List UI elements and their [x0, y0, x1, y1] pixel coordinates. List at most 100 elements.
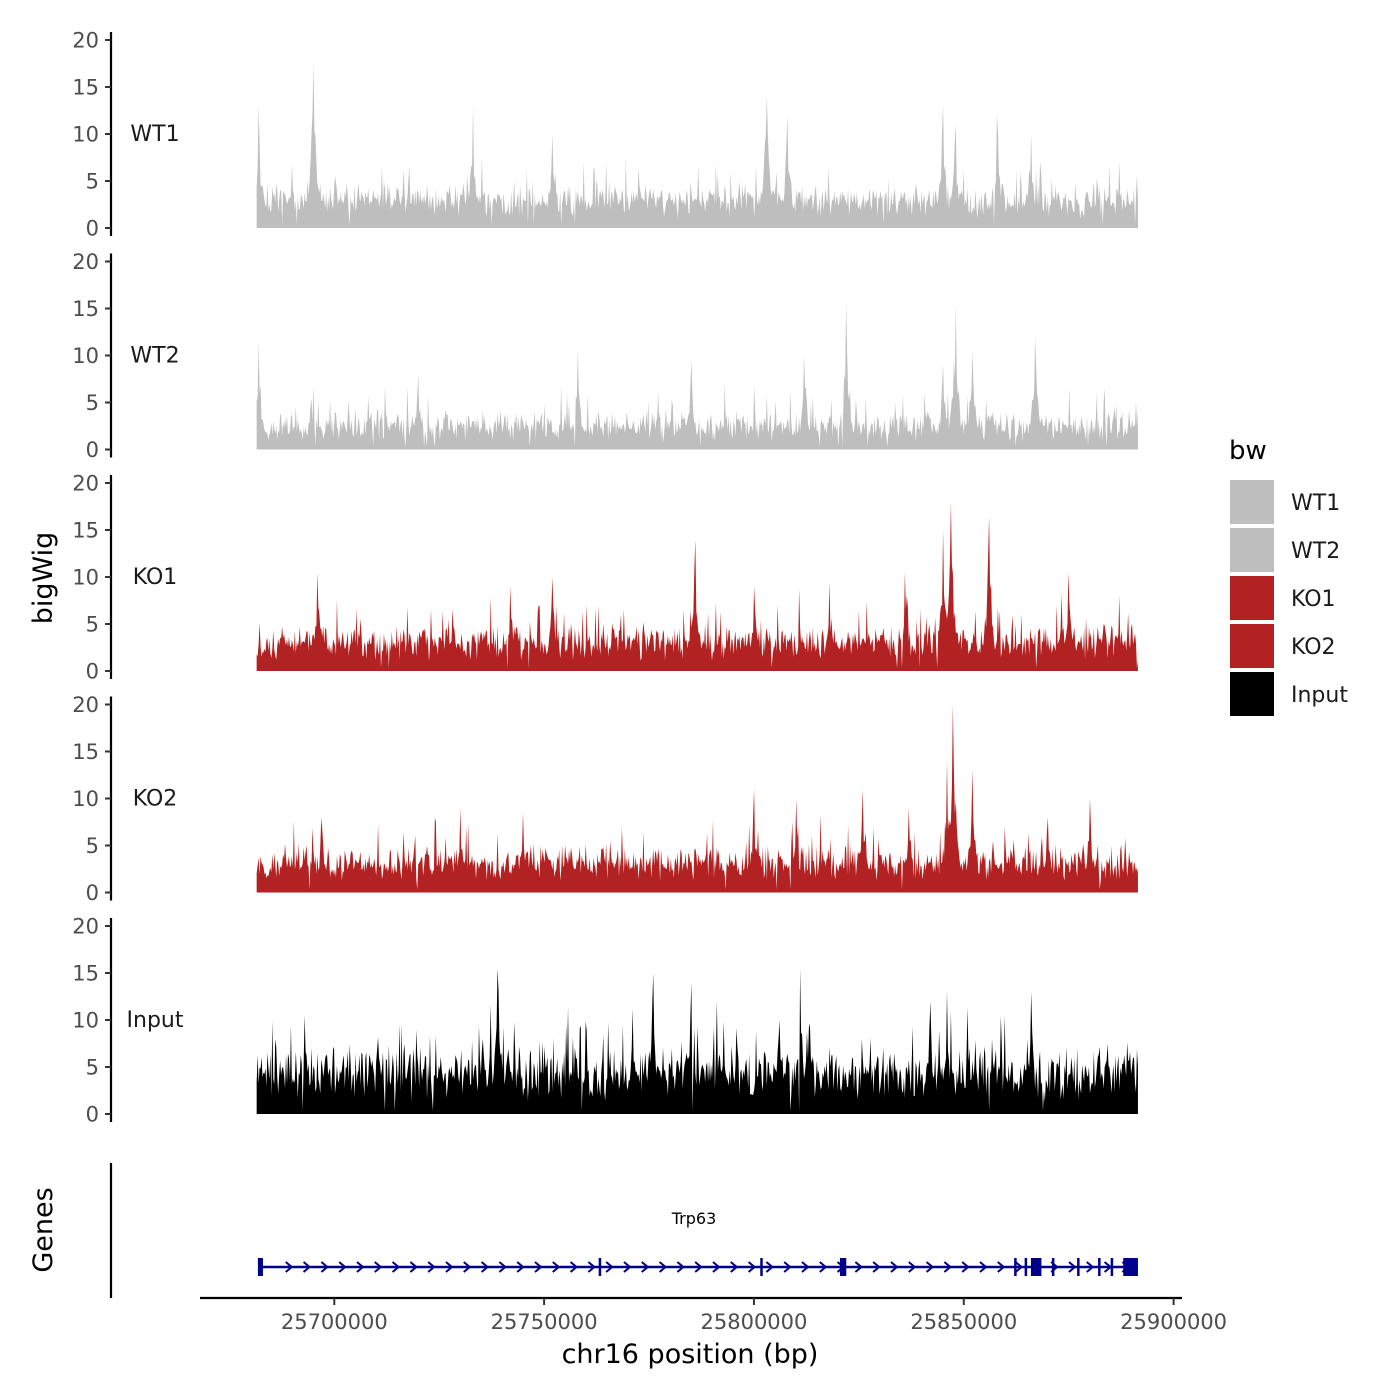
strand-arrow — [391, 1261, 401, 1273]
strand-arrow — [658, 1261, 668, 1273]
gene-panel: Genes Trp63 — [28, 1163, 1138, 1298]
y-tick-label: 5 — [86, 613, 99, 637]
strand-arrow — [890, 1261, 899, 1273]
track-wt2: 0 5 10 15 20 WT2 — [72, 250, 1138, 462]
strand-arrow — [641, 1261, 650, 1273]
x-axis: 25700000 25750000 25800000 25850000 25900000 — [200, 1296, 1227, 1334]
y-tick-label: 20 — [72, 915, 99, 939]
y-tick-label: 10 — [72, 344, 99, 368]
strand-arrow — [801, 1261, 810, 1273]
y-tick-label: 10 — [72, 566, 99, 590]
strand-arrow — [747, 1261, 757, 1273]
legend-label-wt2: WT2 — [1291, 539, 1340, 564]
strand-arrow — [943, 1261, 952, 1273]
exon — [1014, 1258, 1017, 1276]
genes-axis-title: Genes — [28, 1187, 59, 1272]
y-tick-label: 10 — [72, 1009, 99, 1033]
legend-label-ko2: KO2 — [1291, 635, 1336, 660]
strand-arrow — [676, 1261, 685, 1273]
strand-arrow — [338, 1261, 347, 1273]
x-tick-label: 25900000 — [1120, 1310, 1227, 1334]
coverage-tracks: 0 5 10 15 20 WT1 0 5 10 15 20 WT2 0 5 10 15 20 KO1 0 5 10 15 2… — [72, 29, 1138, 1127]
strand-arrow — [979, 1261, 988, 1273]
track-label-ko1: KO1 — [133, 565, 178, 590]
exon — [1098, 1258, 1101, 1276]
y-tick-label: 15 — [72, 962, 99, 986]
strand-arrow — [997, 1261, 1006, 1273]
strand-arrow — [285, 1261, 294, 1273]
exon — [1030, 1258, 1042, 1276]
exon — [760, 1258, 763, 1276]
coverage-area-wt2 — [256, 303, 1138, 450]
strand-arrow — [356, 1261, 365, 1273]
legend-label-input: Input — [1291, 683, 1348, 708]
strand-arrow — [445, 1261, 454, 1273]
strand-arrow — [1014, 1261, 1024, 1273]
exon — [598, 1258, 602, 1276]
strand-arrow — [961, 1261, 970, 1273]
strand-arrow — [534, 1261, 543, 1273]
coverage-area-ko2 — [256, 704, 1138, 893]
strand-arrow — [516, 1261, 525, 1273]
y-axis-title: bigWig — [28, 532, 59, 625]
strand-arrow — [320, 1261, 329, 1273]
y-tick-label: 20 — [72, 472, 99, 496]
x-tick-label: 25700000 — [281, 1310, 388, 1334]
strand-arrow — [819, 1261, 828, 1273]
strand-arrow — [854, 1261, 863, 1273]
strand-arrow — [712, 1261, 721, 1273]
track-ko2: 0 5 10 15 20 KO2 — [72, 693, 1138, 905]
track-label-ko2: KO2 — [133, 787, 178, 812]
y-tick-label: 20 — [72, 250, 99, 274]
legend-label-ko1: KO1 — [1291, 587, 1336, 612]
coverage-area-ko1 — [256, 501, 1138, 671]
x-tick-label: 25800000 — [701, 1310, 808, 1334]
strand-arrow — [480, 1261, 490, 1273]
exon — [1110, 1258, 1114, 1276]
y-tick-label: 5 — [86, 1056, 99, 1080]
strand-arrow — [908, 1261, 917, 1273]
coverage-area-wt1 — [256, 63, 1138, 228]
track-wt1: 0 5 10 15 20 WT1 — [72, 29, 1138, 241]
strand-arrow — [552, 1261, 561, 1273]
y-tick-label: 5 — [86, 834, 99, 858]
y-tick-label: 20 — [72, 29, 99, 53]
legend-swatch-wt2 — [1230, 528, 1274, 572]
y-tick-label: 5 — [86, 170, 99, 194]
strand-arrow — [569, 1261, 579, 1273]
strand-arrow — [587, 1261, 596, 1273]
y-tick-label: 15 — [72, 297, 99, 321]
strand-arrow — [730, 1261, 739, 1273]
strand-arrow — [1068, 1261, 1077, 1273]
exon — [257, 1258, 263, 1276]
y-tick-label: 0 — [86, 881, 99, 905]
strand-arrow — [498, 1261, 507, 1273]
strand-arrow — [409, 1261, 418, 1273]
legend-title: bw — [1229, 436, 1267, 466]
exon — [1123, 1258, 1138, 1276]
strand-arrow — [605, 1261, 614, 1273]
track-ko1: 0 5 10 15 20 KO1 — [72, 472, 1138, 684]
track-label-wt2: WT2 — [130, 344, 179, 369]
legend-swatch-input — [1230, 672, 1274, 716]
exon — [1024, 1258, 1028, 1276]
strand-arrow — [374, 1261, 383, 1273]
gene-model-trp63 — [257, 1258, 1138, 1276]
strand-arrow — [302, 1261, 312, 1273]
y-tick-label: 20 — [72, 693, 99, 717]
exon — [839, 1258, 847, 1276]
x-tick-label: 25750000 — [491, 1310, 598, 1334]
strand-arrow — [872, 1261, 881, 1273]
y-tick-label: 15 — [72, 519, 99, 543]
x-tick-label: 25850000 — [910, 1310, 1017, 1334]
y-tick-label: 10 — [72, 787, 99, 811]
legend-swatch-ko2 — [1230, 624, 1274, 668]
exon — [1077, 1258, 1080, 1276]
coverage-area-input — [256, 968, 1138, 1114]
exon — [1051, 1258, 1055, 1276]
y-tick-label: 0 — [86, 438, 99, 462]
y-tick-label: 0 — [86, 1103, 99, 1127]
track-label-input: Input — [127, 1008, 184, 1033]
strand-arrow — [1086, 1261, 1095, 1273]
